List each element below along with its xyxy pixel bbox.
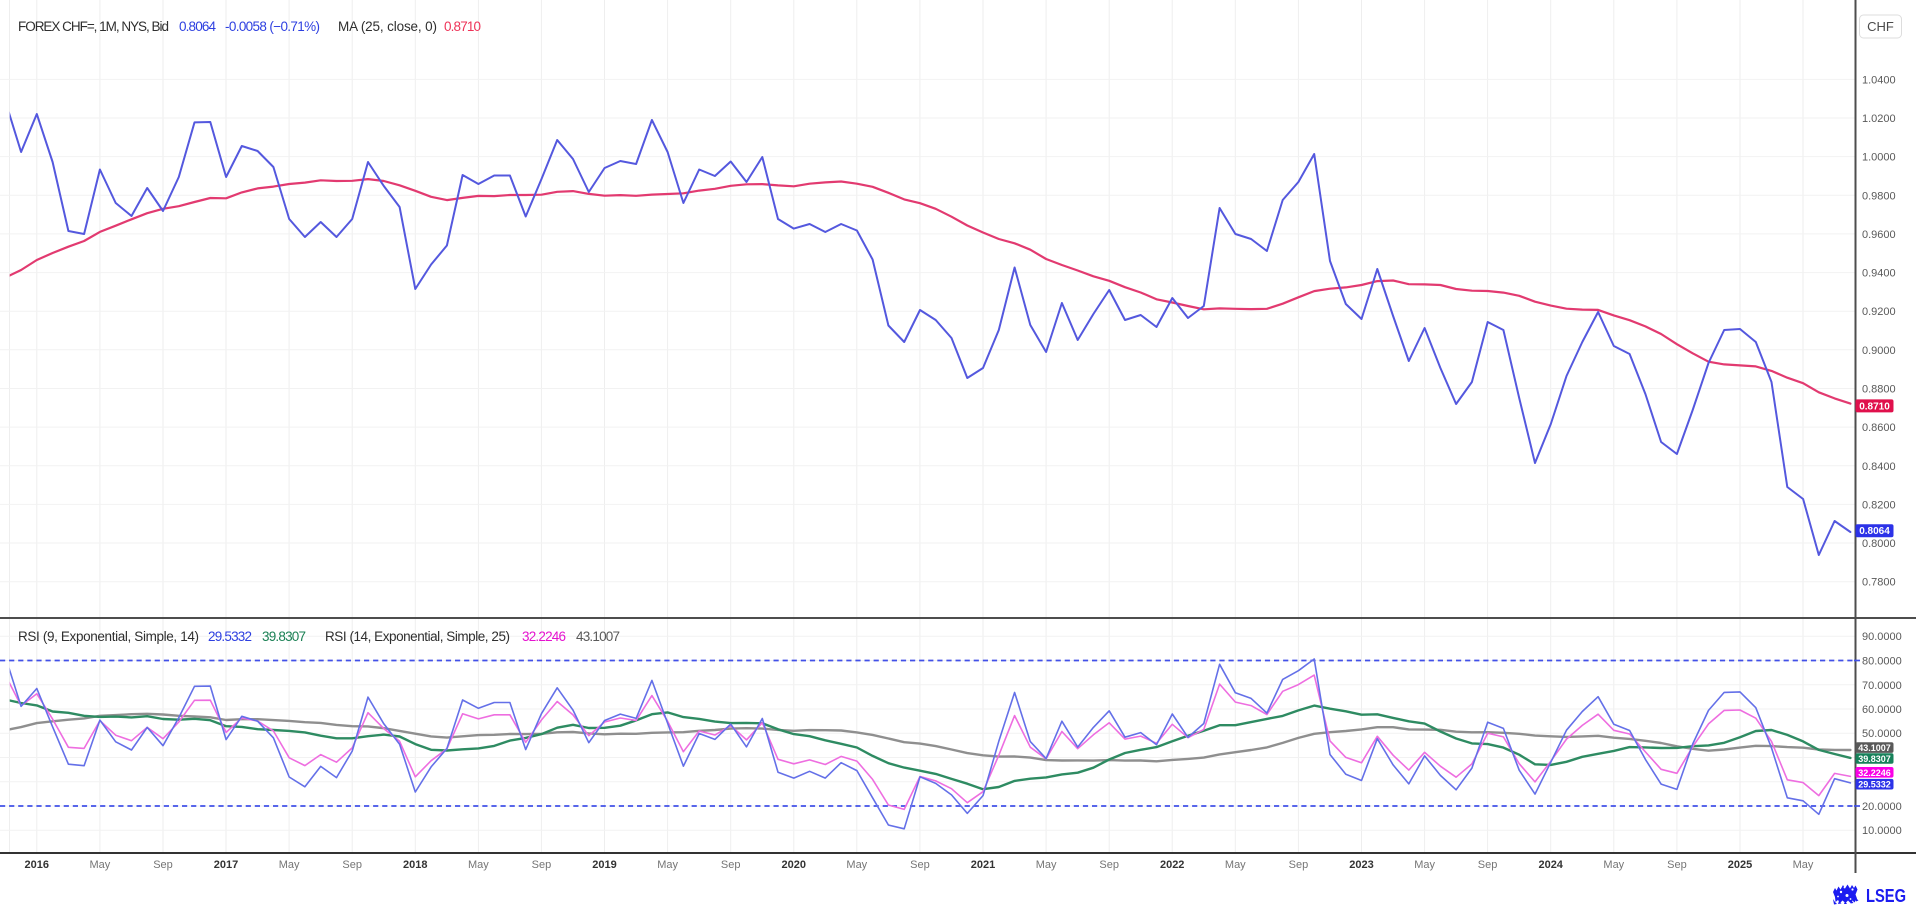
svg-text:May: May bbox=[1414, 859, 1435, 871]
svg-text:May: May bbox=[1603, 859, 1624, 871]
svg-text:0.8064: 0.8064 bbox=[179, 19, 216, 34]
svg-text:43.1007: 43.1007 bbox=[576, 629, 620, 644]
svg-text:May: May bbox=[846, 859, 867, 871]
svg-text:1.0200: 1.0200 bbox=[1862, 113, 1896, 125]
svg-text:2024: 2024 bbox=[1538, 859, 1563, 871]
svg-text:29.5332: 29.5332 bbox=[208, 629, 252, 644]
svg-text:2021: 2021 bbox=[971, 859, 995, 871]
svg-text:Sep: Sep bbox=[532, 859, 552, 871]
svg-text:Sep: Sep bbox=[721, 859, 741, 871]
svg-text:May: May bbox=[90, 859, 111, 871]
svg-text:2025: 2025 bbox=[1728, 859, 1752, 871]
svg-text:70.0000: 70.0000 bbox=[1862, 680, 1902, 692]
svg-text:May: May bbox=[657, 859, 678, 871]
svg-text:29.5332: 29.5332 bbox=[1858, 780, 1891, 790]
svg-text:0.8710: 0.8710 bbox=[1859, 401, 1890, 412]
svg-text:LSEG: LSEG bbox=[1866, 886, 1906, 905]
svg-text:2017: 2017 bbox=[214, 859, 238, 871]
svg-text:50.0000: 50.0000 bbox=[1862, 728, 1902, 740]
svg-text:0.8710: 0.8710 bbox=[444, 19, 481, 34]
svg-text:39.8307: 39.8307 bbox=[1858, 754, 1891, 764]
svg-text:0.8200: 0.8200 bbox=[1862, 499, 1896, 511]
svg-text:32.2246: 32.2246 bbox=[522, 629, 566, 644]
svg-text:Sep: Sep bbox=[1478, 859, 1498, 871]
svg-text:0.7800: 0.7800 bbox=[1862, 577, 1896, 589]
svg-text:MA (25, close, 0): MA (25, close, 0) bbox=[338, 19, 437, 34]
svg-text:1.0000: 1.0000 bbox=[1862, 152, 1896, 164]
svg-text:May: May bbox=[1036, 859, 1057, 871]
svg-text:0.8064: 0.8064 bbox=[1859, 526, 1890, 537]
svg-text:0.9800: 0.9800 bbox=[1862, 190, 1896, 202]
svg-text:May: May bbox=[1793, 859, 1814, 871]
svg-text:2022: 2022 bbox=[1160, 859, 1184, 871]
svg-text:0.8800: 0.8800 bbox=[1862, 384, 1896, 396]
svg-text:0.8000: 0.8000 bbox=[1862, 538, 1896, 550]
svg-text:CHF: CHF bbox=[1867, 19, 1894, 34]
svg-text:Sep: Sep bbox=[1099, 859, 1119, 871]
svg-text:32.2246: 32.2246 bbox=[1858, 768, 1891, 778]
svg-text:0.8600: 0.8600 bbox=[1862, 422, 1896, 434]
svg-text:0.8400: 0.8400 bbox=[1862, 461, 1896, 473]
svg-text:43.1007: 43.1007 bbox=[1858, 743, 1891, 753]
svg-text:-0.0058 (−0.71%): -0.0058 (−0.71%) bbox=[225, 19, 320, 34]
svg-text:2016: 2016 bbox=[25, 859, 49, 871]
svg-text:0.9200: 0.9200 bbox=[1862, 306, 1896, 318]
svg-text:39.8307: 39.8307 bbox=[262, 629, 306, 644]
svg-text:0.9400: 0.9400 bbox=[1862, 268, 1896, 280]
svg-text:60.0000: 60.0000 bbox=[1862, 704, 1902, 716]
svg-text:Sep: Sep bbox=[153, 859, 173, 871]
svg-text:1.0400: 1.0400 bbox=[1862, 74, 1896, 86]
svg-text:FOREX CHF=, 1M, NYS, Bid: FOREX CHF=, 1M, NYS, Bid bbox=[18, 19, 169, 34]
svg-text:May: May bbox=[279, 859, 300, 871]
svg-text:0.9000: 0.9000 bbox=[1862, 345, 1896, 357]
svg-text:May: May bbox=[468, 859, 489, 871]
svg-text:10.0000: 10.0000 bbox=[1862, 825, 1902, 837]
svg-text:20.0000: 20.0000 bbox=[1862, 801, 1902, 813]
svg-text:90.0000: 90.0000 bbox=[1862, 631, 1902, 643]
svg-text:Sep: Sep bbox=[1667, 859, 1687, 871]
svg-text:0.9600: 0.9600 bbox=[1862, 229, 1896, 241]
svg-text:May: May bbox=[1225, 859, 1246, 871]
svg-text:Sep: Sep bbox=[1289, 859, 1309, 871]
svg-text:Sep: Sep bbox=[342, 859, 362, 871]
svg-text:80.0000: 80.0000 bbox=[1862, 656, 1902, 668]
svg-text:Sep: Sep bbox=[910, 859, 930, 871]
svg-text:2018: 2018 bbox=[403, 859, 427, 871]
svg-text:2020: 2020 bbox=[782, 859, 806, 871]
svg-text:RSI (9, Exponential, Simple, 1: RSI (9, Exponential, Simple, 14) bbox=[18, 629, 199, 644]
svg-text:2019: 2019 bbox=[592, 859, 616, 871]
svg-text:RSI (14, Exponential, Simple,: RSI (14, Exponential, Simple, 25) bbox=[325, 629, 510, 644]
svg-text:2023: 2023 bbox=[1349, 859, 1373, 871]
